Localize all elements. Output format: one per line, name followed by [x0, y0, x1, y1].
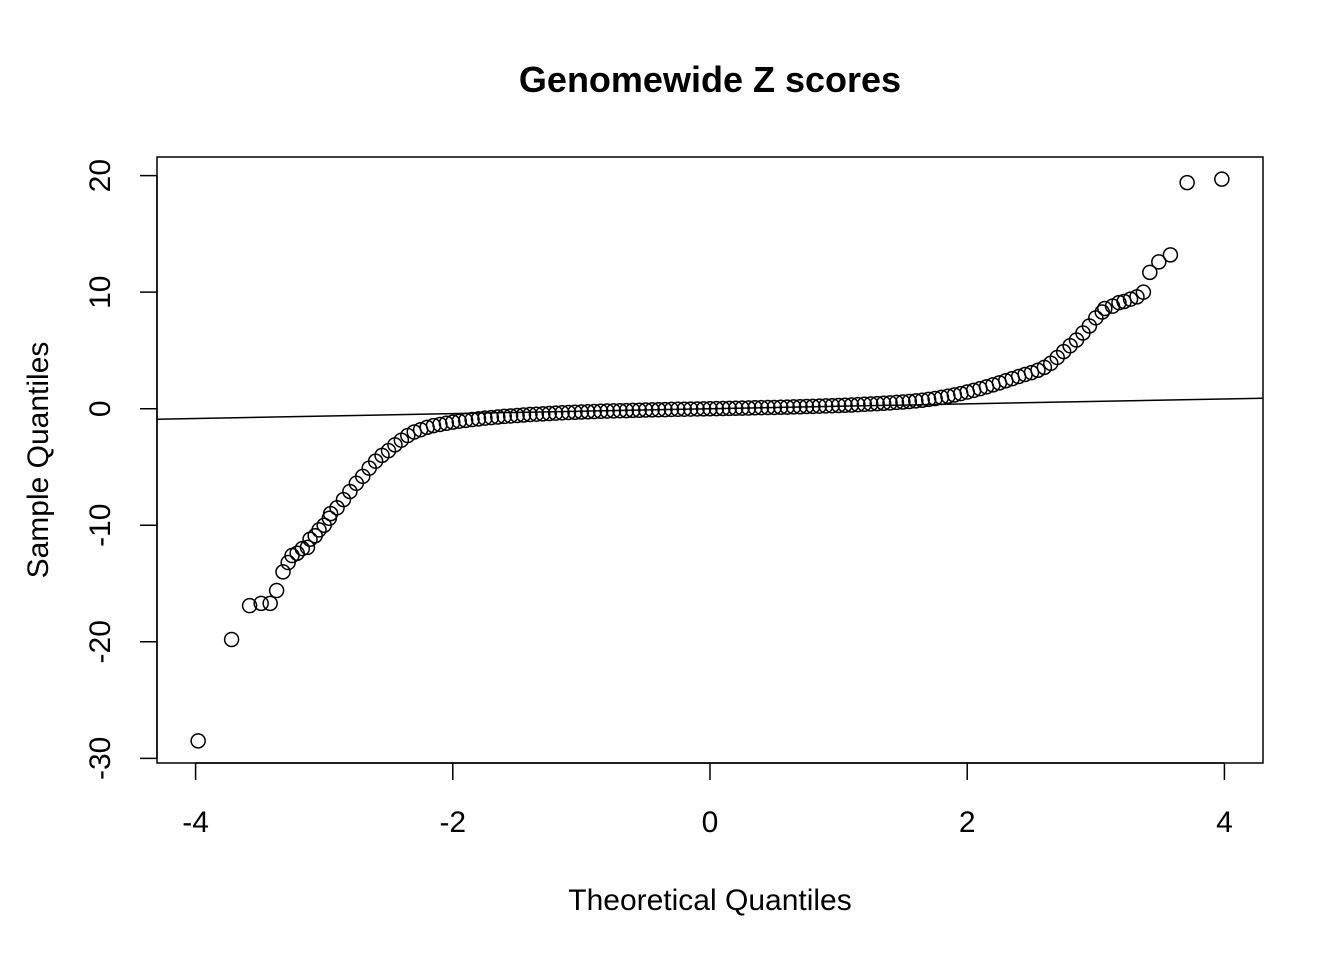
point: [869, 395, 885, 412]
point: [908, 393, 924, 409]
point: [837, 397, 853, 413]
point: [843, 397, 860, 413]
y-axis-label: Sample Quantiles: [22, 342, 55, 579]
y-tick-label: -20: [84, 620, 117, 663]
x-tick-label: 0: [702, 806, 719, 839]
chart-title: Genomewide Z scores: [519, 59, 901, 100]
point: [850, 396, 866, 413]
point: [535, 406, 551, 422]
point: [275, 564, 291, 580]
point: [1122, 291, 1139, 307]
point: [253, 595, 269, 612]
y-tick-label: -30: [84, 737, 117, 780]
point: [522, 406, 538, 423]
point: [299, 539, 316, 556]
point: [190, 733, 206, 749]
point: [863, 396, 879, 412]
point: [528, 406, 545, 422]
point: [483, 409, 500, 426]
point: [509, 407, 525, 424]
y-tick-label: 20: [84, 159, 117, 192]
point: [268, 582, 285, 599]
point: [1151, 254, 1167, 270]
point: [920, 391, 937, 408]
point: [241, 597, 258, 614]
point: [547, 405, 564, 421]
point: [554, 405, 570, 421]
point: [1162, 247, 1179, 263]
point: [1214, 171, 1230, 187]
point: [1142, 264, 1158, 281]
point: [438, 415, 455, 432]
point: [1111, 294, 1127, 311]
y-tick-label: 10: [84, 275, 117, 308]
point: [445, 414, 461, 430]
x-axis-label: Theoretical Quantiles: [568, 884, 851, 917]
plot-frame: [156, 156, 1264, 764]
point: [515, 407, 532, 423]
point: [496, 408, 512, 425]
point: [477, 410, 493, 426]
point: [302, 531, 318, 547]
y-tick-label: -10: [84, 504, 117, 547]
point: [294, 540, 311, 557]
point: [927, 390, 943, 407]
point: [1097, 300, 1113, 317]
point: [223, 631, 240, 648]
point: [875, 395, 892, 411]
point: [541, 405, 557, 422]
point: [914, 392, 930, 408]
point: [490, 409, 506, 425]
reference-line: [156, 397, 1264, 420]
point: [262, 595, 278, 612]
point: [888, 394, 905, 411]
point: [1023, 364, 1040, 381]
point: [895, 394, 911, 410]
point: [311, 522, 327, 538]
point: [1179, 174, 1195, 191]
point: [470, 411, 487, 427]
x-tick-label: -2: [439, 806, 466, 839]
point: [901, 393, 918, 410]
point: [882, 395, 898, 411]
point: [560, 404, 577, 421]
point: [567, 404, 583, 420]
point: [502, 408, 519, 424]
point: [1135, 284, 1152, 300]
x-tick-label: 2: [959, 806, 976, 839]
y-tick-label: 0: [84, 400, 117, 417]
x-tick-label: 4: [1216, 806, 1233, 839]
point: [856, 396, 873, 413]
x-tick-label: -4: [182, 806, 209, 839]
